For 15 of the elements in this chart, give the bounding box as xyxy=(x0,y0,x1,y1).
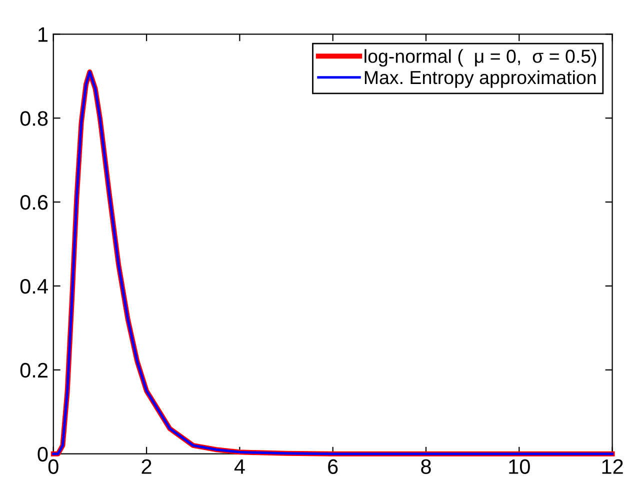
x-tick-label: 8 xyxy=(421,459,431,474)
x-tick-label: 6 xyxy=(328,459,338,474)
x-tick-label: 0 xyxy=(48,459,58,474)
x-tick-label: 2 xyxy=(142,459,152,474)
legend-label: Max. Entropy approximation xyxy=(364,70,596,88)
legend-label: log-normal ( μ = 0, σ = 0.5) xyxy=(364,49,596,67)
y-tick-label: 0 xyxy=(38,446,48,462)
x-tick-label: 12 xyxy=(602,459,623,474)
y-tick-label: 0.8 xyxy=(20,111,48,126)
y-tick-label: 1 xyxy=(38,27,48,42)
y-tick-label: 0.4 xyxy=(20,278,48,294)
y-tick-label: 0.6 xyxy=(20,195,48,210)
x-tick-label: 10 xyxy=(509,459,530,474)
x-tick-label: 4 xyxy=(234,459,245,474)
y-tick-label: 0.2 xyxy=(20,362,48,378)
